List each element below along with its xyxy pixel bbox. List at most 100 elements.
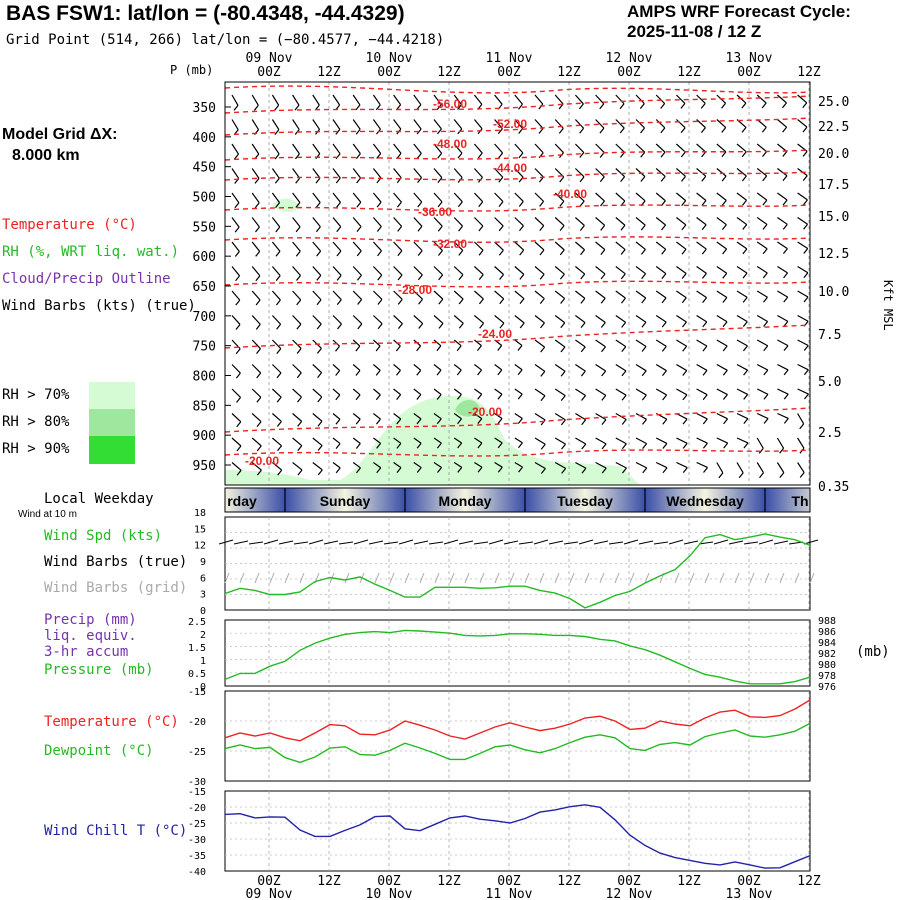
wind-barb [635,266,647,280]
wind-barb [373,388,381,401]
grid-point-subtitle: Grid Point (514, 266) lat/lon = (−80.457… [6,32,445,48]
wind-barb [575,364,586,377]
wind-barb [474,437,483,449]
wind-barb [312,143,321,160]
wind-barb [716,119,727,133]
accum-label: 3-hr accum [44,644,129,660]
wind-barb [615,217,626,231]
wind-barb [453,290,464,305]
wind-barb [696,314,708,328]
height-tick-label: 22.5 [818,120,849,135]
contour-label: -28.00 [398,283,432,297]
wind-barb [676,290,687,304]
model-grid-label: Model Grid ΔX: [2,126,118,143]
wind-barb [615,290,626,304]
wind-barb [514,437,523,449]
wind-barb-true [578,539,594,545]
wind-barb-grid [554,572,560,584]
bottom-hour-label: 00Z [617,874,641,889]
wind-barb-true [638,540,654,545]
wind-barb-grid [644,572,650,584]
wind-barb [251,388,262,403]
wind-barb-grid [479,572,485,584]
wind-barb [736,462,744,479]
wind-barb [615,192,626,207]
wind-barb [797,462,805,478]
weekday-frame [224,487,811,513]
wind-barb [635,168,646,182]
wind-barb [514,315,525,329]
wind-barb-true [773,540,789,545]
wind-barb [675,143,686,158]
wind-barb [595,94,605,110]
bottom-hour-label: 12Z [317,874,341,889]
wind-barb-grid [374,572,380,584]
wind-barb [332,94,341,111]
wind-barb [777,217,788,230]
wind-barb [756,339,769,352]
wind-barb [473,217,484,232]
wind-barb-true [398,539,414,545]
top-hour-label: 00Z [497,65,521,80]
wind-barb-grid [449,572,455,584]
wind-barb [494,192,504,207]
wind-barb [231,462,242,476]
bottom-hour-label: 00Z [737,874,761,889]
weekday-name: Wednesday [666,493,744,509]
wind-barb [534,339,546,353]
wind-barb [595,315,606,328]
wind-barb [696,388,708,401]
wind-barb [231,315,241,330]
contour-label: -40.00 [553,187,587,201]
wind-barb [534,437,546,450]
windchill-label: Wind Chill T (°C) [44,823,188,839]
wind-barb [352,364,361,376]
wind-barb [433,119,442,135]
wind-barb-true [368,540,384,545]
wind-barb [574,168,585,183]
wind-barb [453,437,463,449]
wind-barb [393,94,402,111]
rh80-swatch [89,409,135,437]
weekday-cell [225,488,285,512]
wind-barb [736,388,749,400]
wind-barb [494,290,505,305]
wind-barb [494,388,503,400]
wind-barb [736,412,749,425]
wind-barb [595,290,606,304]
wind-barb [736,119,747,133]
wind-barb [716,363,728,376]
wind-barb [453,388,462,400]
wind-barb [413,168,423,184]
wind-barb [271,266,281,281]
precip-tick-label: 1.5 [188,643,206,654]
wind-barb [595,437,607,450]
wind-barb [777,168,788,182]
wind-barb [373,462,382,474]
weekday-cell [285,488,405,512]
wind-barb [696,363,708,376]
wind-barb [635,241,646,255]
wind-barb [595,217,606,231]
wind-barb [534,217,545,232]
wind-barb [251,462,262,476]
pressure-tick-label: 750 [193,340,216,355]
wind-barb [393,241,403,257]
wind-barb [251,192,260,209]
wind-barb [413,437,422,449]
wind-barb [473,266,484,280]
rh70-swatch [89,382,135,410]
wind-barb [352,266,362,281]
wind-barb [655,266,667,279]
wind-barb [473,241,484,256]
wind-barb [615,168,626,183]
liq-equiv-label: liq. equiv. [44,628,137,644]
wind-barb [635,192,646,207]
temperature-contour [225,95,810,114]
height-tick-label: 0.35 [818,480,849,495]
wind-barb [575,241,586,256]
temperature-contour [225,204,810,212]
wind-barb [534,143,544,159]
wind-barb [797,314,809,327]
wind-barb [716,217,727,231]
